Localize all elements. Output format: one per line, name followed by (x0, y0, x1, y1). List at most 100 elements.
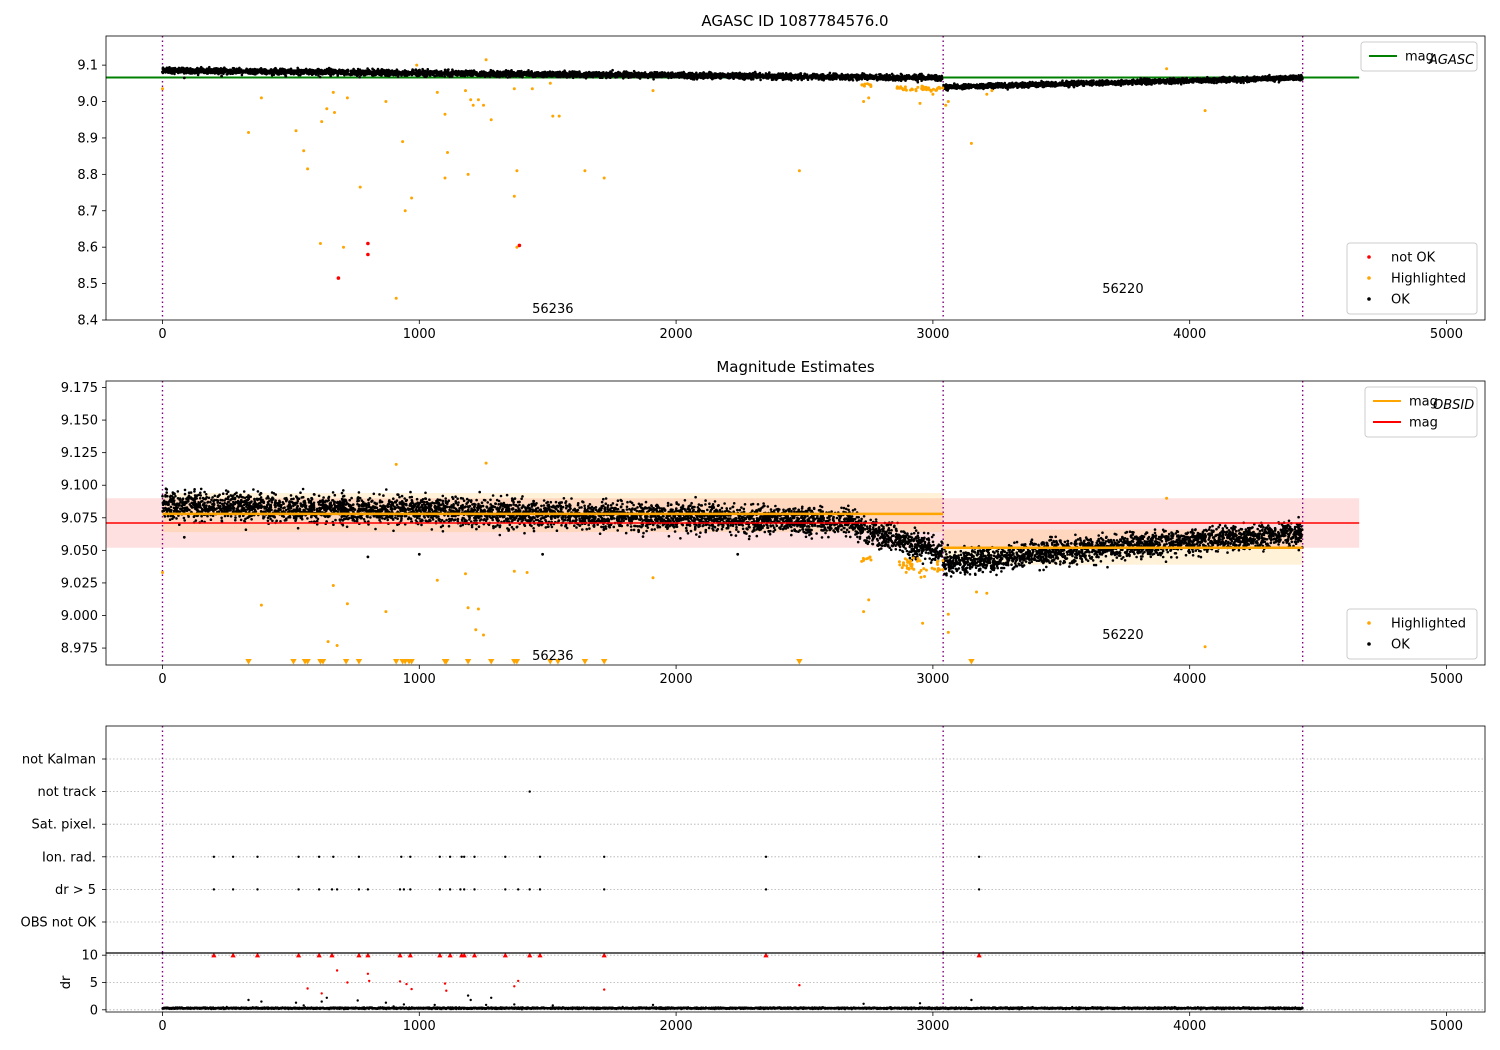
ok-point (709, 74, 713, 77)
ok-point (785, 73, 788, 77)
ok-point (652, 73, 655, 76)
ok-point (814, 75, 818, 78)
ok-point (368, 72, 372, 75)
ok-point (487, 72, 490, 76)
ok-point (463, 73, 467, 76)
ok-point (790, 75, 793, 78)
ok-point (168, 69, 172, 72)
ok-point (561, 72, 564, 76)
ok-point (751, 74, 754, 77)
ok-point (264, 69, 268, 72)
ok-point (773, 75, 777, 79)
ok-point (471, 72, 475, 76)
ok-point (286, 69, 290, 73)
ok-point (321, 72, 325, 76)
ok-point (832, 72, 835, 75)
ok-point (208, 65, 211, 69)
ok-point (371, 74, 375, 77)
ok-point (269, 70, 273, 74)
ok-point (222, 72, 225, 76)
ok-point (737, 76, 741, 80)
ok-point (683, 73, 687, 76)
ok-point (559, 75, 562, 79)
ok-point (492, 72, 496, 76)
ok-point (404, 70, 408, 74)
ok-point (862, 75, 866, 78)
ok-point (211, 70, 214, 73)
ok-point (765, 73, 768, 77)
ok-point (181, 70, 185, 74)
ok-point (327, 72, 330, 75)
ok-point (330, 72, 334, 76)
ok-point (459, 72, 463, 75)
ok-point (511, 70, 514, 74)
ok-point (218, 67, 222, 71)
ok-point (770, 76, 773, 80)
ok-point (358, 75, 362, 79)
ok-point (320, 68, 323, 72)
ok-point (472, 70, 476, 73)
ok-point (574, 73, 577, 77)
ok-point (738, 71, 742, 75)
ok-point (451, 68, 454, 71)
ok-point (819, 73, 822, 77)
ok-point (784, 75, 787, 79)
ok-point (696, 73, 699, 77)
ok-point (315, 72, 318, 75)
ok-point (201, 67, 204, 70)
ok-point (329, 67, 333, 71)
ok-point (907, 76, 911, 79)
ok-point (893, 76, 896, 79)
ok-point (379, 71, 383, 75)
ok-point (347, 69, 350, 73)
ok-point (885, 78, 888, 81)
ok-point (570, 74, 573, 77)
ok-point (308, 69, 312, 73)
ok-point (226, 69, 230, 72)
ok-point (930, 76, 933, 79)
ok-point (455, 72, 459, 76)
ok-point (514, 73, 517, 76)
ok-point (551, 70, 554, 74)
ok-point (640, 73, 644, 77)
ok-point (928, 74, 932, 77)
ok-point (918, 72, 922, 76)
ok-point (292, 72, 295, 75)
ok-point (318, 71, 321, 75)
ok-point (213, 71, 216, 74)
ok-point (469, 74, 473, 77)
ok-point (798, 74, 802, 77)
ok-point (387, 73, 391, 76)
ok-point (219, 71, 222, 74)
ok-point (705, 75, 708, 79)
ok-point (590, 74, 594, 77)
ok-point (751, 77, 755, 81)
ok-point (484, 72, 487, 75)
ok-point (520, 69, 523, 73)
ok-point (852, 74, 856, 78)
ok-point (250, 72, 254, 75)
ok-point (298, 70, 302, 73)
ok-point (885, 73, 888, 76)
ok-point (568, 72, 571, 75)
ok-point (748, 75, 751, 79)
ok-point (296, 66, 300, 70)
ok-point (776, 75, 779, 78)
ok-point (814, 77, 817, 80)
ok-point (624, 71, 627, 74)
ok-point (468, 69, 472, 73)
ok-point (510, 73, 514, 76)
ok-point (659, 73, 662, 77)
ok-point (198, 68, 202, 72)
ok-point (317, 73, 320, 77)
ok-point (394, 72, 397, 75)
ok-point (478, 72, 482, 75)
plot-area (106, 36, 1360, 320)
ok-point (209, 71, 213, 75)
ok-point (259, 67, 262, 71)
ok-point (619, 73, 622, 77)
ok-point (196, 70, 199, 74)
ok-point (681, 75, 684, 79)
ok-point (719, 72, 723, 76)
ok-point (542, 72, 546, 76)
